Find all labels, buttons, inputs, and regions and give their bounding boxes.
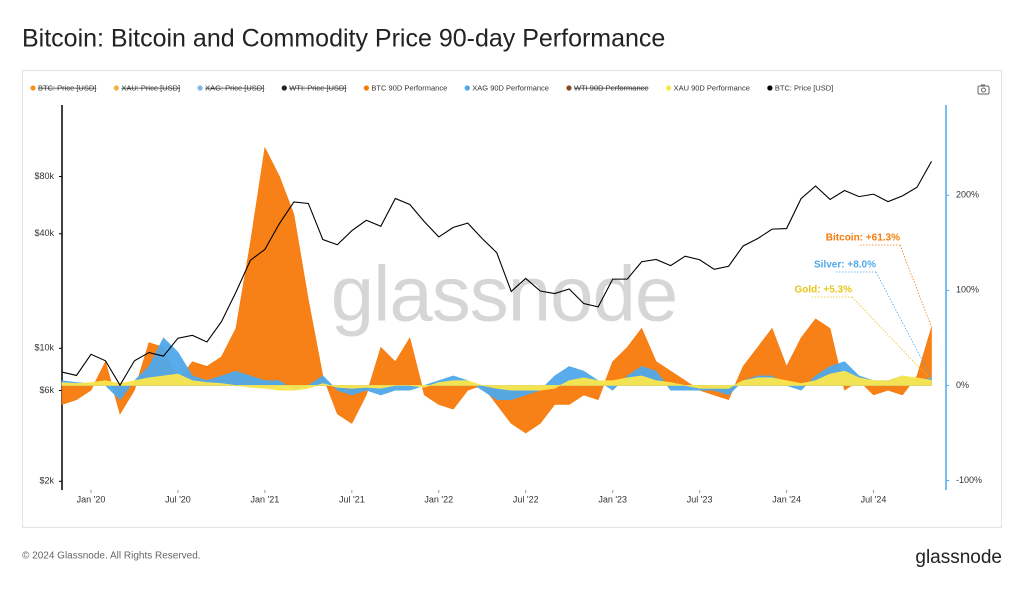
y2-tick-label: 200%: [956, 190, 979, 200]
annotation: Bitcoin: +61.3%: [826, 233, 900, 244]
camera-icon[interactable]: [977, 84, 990, 95]
legend-label: XAG 90D Performance: [472, 83, 549, 92]
x-tick-label: Jul '23: [687, 494, 713, 504]
legend-swatch: [767, 85, 773, 91]
annotation-leader: [875, 271, 932, 379]
x-tick-label: Jul '20: [165, 494, 191, 504]
y-tick-label: $10k: [34, 343, 54, 353]
watermark: glassnode: [331, 250, 678, 338]
legend-swatch: [566, 85, 572, 91]
performance-area: [61, 370, 932, 391]
annotation: Gold: +5.3%: [794, 285, 852, 296]
annotation-leader: [851, 296, 932, 381]
x-tick-label: Jan '20: [77, 494, 106, 504]
legend-label: WTI: Price [USD]: [289, 83, 346, 92]
page-title: Bitcoin: Bitcoin and Commodity Price 90-…: [22, 25, 665, 53]
legend-label: XAG: Price [USD]: [205, 83, 264, 92]
legend-swatch: [30, 85, 36, 91]
x-tick-label: Jan '24: [772, 494, 801, 504]
legend-swatch: [197, 85, 203, 91]
legend-swatch: [464, 85, 470, 91]
y2-tick-label: 100%: [956, 285, 979, 295]
legend-label: XAU: Price [USD]: [121, 83, 180, 92]
y-tick-label: $40k: [34, 228, 54, 238]
y-tick-label: $6k: [39, 385, 54, 395]
legend-label: WTI 90D Performance: [574, 83, 649, 92]
legend-swatch: [113, 85, 119, 91]
legend-label: BTC 90D Performance: [371, 83, 447, 92]
annotation-leader: [899, 244, 932, 328]
y2-tick-label: -100%: [956, 475, 982, 485]
legend-label: BTC: Price [USD]: [775, 83, 833, 92]
legend-label: XAU 90D Performance: [674, 83, 750, 92]
chart-frame: [22, 70, 1002, 528]
price-line: [61, 161, 932, 387]
x-tick-label: Jul '24: [861, 494, 887, 504]
y-tick-label: $80k: [34, 171, 54, 181]
x-tick-label: Jan '22: [424, 494, 453, 504]
legend-swatch: [281, 85, 287, 91]
legend-swatch: [665, 85, 672, 91]
copyright: © 2024 Glassnode. All Rights Reserved.: [22, 551, 201, 562]
footer-logo: glassnode: [915, 547, 1002, 568]
x-tick-label: Jul '21: [339, 494, 365, 504]
y2-tick-label: 0%: [956, 380, 969, 390]
x-tick-label: Jul '22: [513, 494, 539, 504]
performance-area: [61, 146, 932, 434]
legend-label: BTC: Price [USD]: [38, 83, 96, 92]
legend-swatch: [363, 85, 369, 91]
x-tick-label: Jan '21: [251, 494, 280, 504]
y-tick-label: $2k: [39, 476, 54, 486]
annotation: Silver: +8.0%: [814, 260, 876, 271]
x-tick-label: Jan '23: [598, 494, 627, 504]
